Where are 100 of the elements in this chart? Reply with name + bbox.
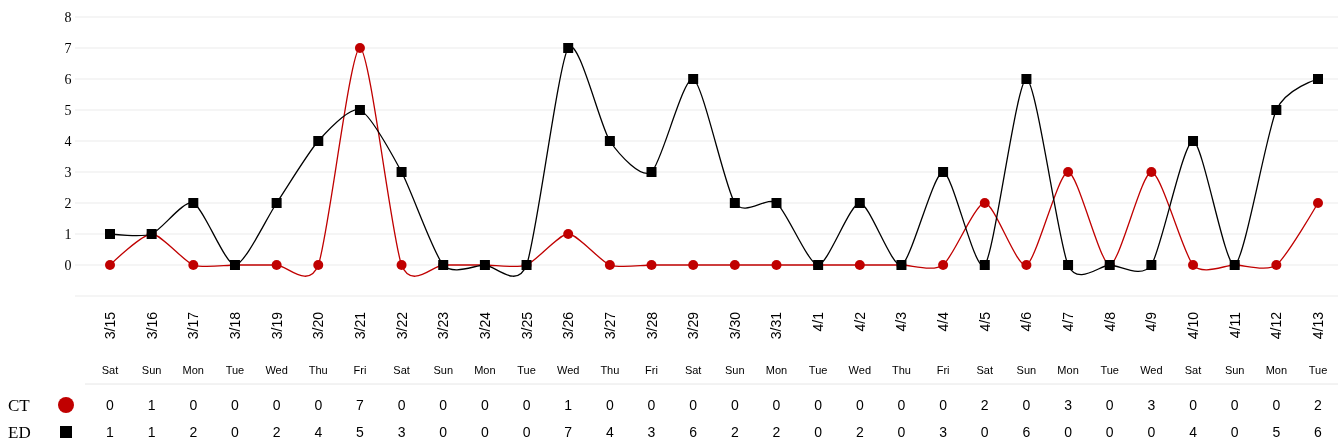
category-label: 3/25 Tue — [517, 312, 536, 376]
point — [354, 105, 365, 115]
data-label: 7 — [356, 396, 365, 413]
y-tick-label: 2 — [64, 195, 72, 211]
category-label: 4/11 Sun — [1224, 312, 1245, 376]
data-label: 2 — [980, 396, 989, 413]
point — [188, 198, 199, 208]
category-label: 3/29 Sat — [684, 312, 702, 376]
data-label: 0 — [1105, 396, 1114, 413]
data-label: 3 — [397, 423, 406, 440]
data-label: 0 — [939, 396, 948, 413]
category-label: 3/19 Wed — [265, 312, 288, 376]
data-label: 1 — [147, 396, 156, 413]
data-label: 0 — [897, 396, 906, 413]
category-label: 4/9 Wed — [1140, 312, 1163, 376]
data-label: 0 — [189, 396, 198, 413]
category-label: 3/16 Sun — [141, 312, 162, 376]
data-label: 0 — [231, 396, 240, 413]
y-tick-label: 1 — [64, 226, 72, 242]
data-label: 0 — [1230, 423, 1239, 440]
point — [688, 260, 699, 270]
category-label: 3/31 Mon — [765, 312, 788, 376]
data-label: 0 — [1022, 396, 1031, 413]
category-label: 4/1 Tue — [808, 312, 828, 376]
point — [729, 198, 740, 208]
data-label: 3 — [647, 423, 656, 440]
data-label: 0 — [730, 396, 739, 413]
point — [854, 260, 865, 270]
category-label: 3/23 Sun — [433, 312, 454, 376]
point — [854, 198, 865, 208]
category-label: 4/4 Fri — [935, 312, 952, 376]
data-label: 1 — [564, 396, 573, 413]
point — [1146, 260, 1157, 270]
point — [688, 74, 699, 84]
data-label: 4 — [314, 423, 323, 440]
data-label: 0 — [106, 396, 115, 413]
category-label: 4/2 Wed — [848, 312, 871, 376]
category-label: 4/8 Tue — [1100, 312, 1119, 376]
category-label: 3/26 Wed — [557, 312, 580, 376]
category-label: 4/13 Tue — [1308, 312, 1328, 376]
data-label: 0 — [897, 423, 906, 440]
data-label: 0 — [314, 396, 323, 413]
point — [1188, 260, 1199, 270]
category-label: 3/27 Thu — [600, 312, 620, 376]
category-label: 3/24 Mon — [474, 312, 496, 376]
legend-label: CT — [8, 395, 31, 415]
point — [1271, 260, 1282, 270]
data-label: 0 — [1105, 423, 1114, 440]
data-label: 2 — [1314, 396, 1323, 413]
data-label: 0 — [481, 423, 489, 440]
data-label: 2 — [772, 423, 781, 440]
data-label: 0 — [814, 396, 823, 413]
data-label: 2 — [730, 423, 739, 440]
point — [729, 260, 740, 270]
point — [271, 198, 282, 208]
point — [1063, 260, 1074, 270]
data-label: 0 — [397, 396, 406, 413]
data-label: 2 — [855, 423, 864, 440]
point — [604, 260, 615, 270]
data-label: 0 — [980, 423, 989, 440]
category-label: 4/10 Sat — [1184, 312, 1202, 376]
y-tick-label: 5 — [64, 102, 72, 118]
category-label: 3/28 Fri — [643, 312, 660, 376]
point — [646, 167, 657, 177]
point — [105, 229, 115, 239]
point — [1021, 260, 1032, 270]
data-label: 0 — [1147, 423, 1156, 440]
data-label: 0 — [855, 396, 864, 413]
category-label: 4/5 Sat — [976, 312, 994, 376]
point — [1313, 74, 1323, 84]
y-tick-label: 7 — [64, 40, 72, 56]
point — [396, 260, 407, 270]
point — [1188, 136, 1199, 146]
data-label: 0 — [1189, 396, 1198, 413]
point — [563, 229, 574, 239]
point — [938, 260, 949, 270]
category-label: 4/6 Sun — [1016, 312, 1037, 376]
data-label: 2 — [189, 423, 198, 440]
point — [1146, 167, 1157, 177]
data-label: 0 — [689, 396, 698, 413]
data-label: 6 — [689, 423, 698, 440]
category-label: 3/15 Sat — [101, 312, 119, 376]
point — [979, 260, 990, 270]
data-label: 0 — [231, 423, 240, 440]
data-label: 0 — [522, 423, 531, 440]
point — [563, 43, 574, 53]
category-label: 3/17 Mon — [182, 312, 205, 376]
data-label: 3 — [939, 423, 948, 440]
point — [1271, 105, 1282, 115]
point — [313, 260, 324, 270]
data-label: 6 — [1022, 423, 1031, 440]
point — [1063, 167, 1074, 177]
category-label: 3/18 Tue — [225, 312, 245, 376]
y-tick-label: 4 — [64, 133, 72, 149]
data-label: 6 — [1314, 423, 1323, 440]
point — [313, 136, 324, 146]
point — [1021, 74, 1032, 84]
data-label: 0 — [439, 423, 448, 440]
category-label: 3/21 Fri — [351, 312, 368, 376]
data-label: 0 — [439, 396, 448, 413]
